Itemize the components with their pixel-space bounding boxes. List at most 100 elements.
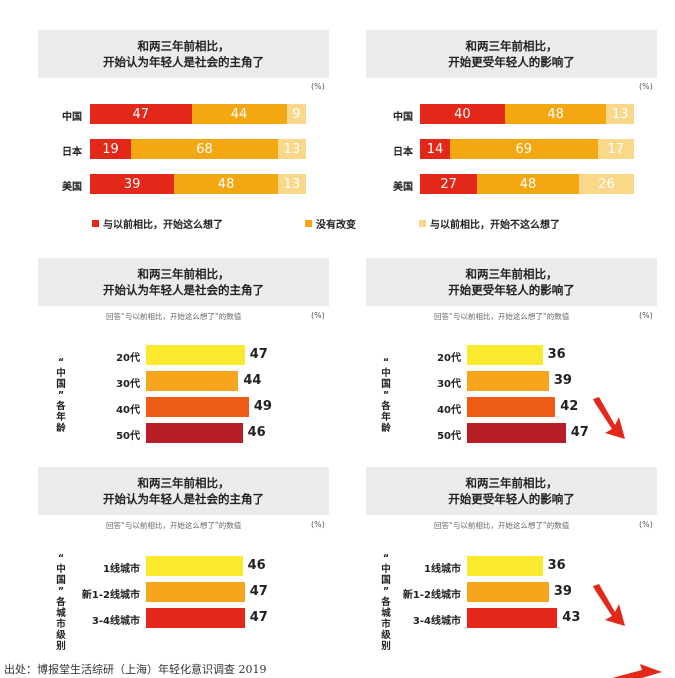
group-label-char: 别 — [56, 641, 66, 652]
legend-swatch — [419, 220, 426, 227]
bar-value: 47 — [249, 610, 268, 625]
bar-segment: 69 — [449, 139, 598, 159]
group-label-char: 市 — [381, 619, 391, 630]
bar — [467, 582, 549, 602]
bar-segment: 68 — [131, 139, 278, 159]
group-label-char: ” — [382, 586, 390, 597]
trend-arrow-icon — [593, 397, 625, 439]
group-label-char: 中 — [56, 368, 66, 379]
bar — [146, 608, 245, 628]
row-label: 20代 — [437, 353, 461, 364]
chart-title-line: 和两三年前相比， — [137, 476, 230, 490]
group-label-char: 龄 — [56, 423, 66, 434]
row-label: 新1-2线城市 — [402, 590, 461, 601]
group-label-2: “中国” 各年龄 — [55, 357, 67, 434]
bar — [146, 556, 243, 576]
chart-title-2: 和两三年前相比， 开始认为年轻人是社会的主角了 — [38, 258, 329, 306]
chart-title-1: 和两三年前相比， 开始更受年轻人的影响了 — [366, 30, 657, 78]
bar — [146, 397, 249, 417]
row-label: 40代 — [437, 405, 461, 416]
legend-swatch — [305, 220, 312, 227]
group-label-char: 年 — [381, 412, 391, 423]
bar-value: 43 — [562, 610, 581, 625]
bar — [146, 371, 239, 391]
row-label: 3-4线城市 — [412, 616, 461, 627]
bar-value: 39 — [553, 584, 572, 599]
chart-title-0: 和两三年前相比， 开始认为年轻人是社会的主角了 — [38, 30, 329, 78]
bar-segment: 13 — [606, 104, 634, 124]
bar-value: 42 — [560, 399, 579, 414]
unit-label: (%) — [639, 311, 653, 320]
legend-item: 与以前相比，开始这么想了 — [92, 216, 223, 231]
chart-title-line: 开始更受年轻人的影响了 — [448, 283, 575, 297]
group-label-4: “中国” 各城市级别 — [55, 553, 67, 652]
trend-arrow-icon — [593, 584, 625, 626]
group-label-char: “ — [57, 553, 65, 564]
bar-segment: 14 — [420, 139, 450, 159]
trend-arrow-icon — [612, 664, 662, 678]
unit-label: (%) — [311, 82, 325, 91]
bar-value: 47 — [249, 584, 268, 599]
bar-value: 39 — [553, 373, 572, 388]
row-label: 1线城市 — [424, 564, 461, 575]
row-label: 1线城市 — [103, 564, 140, 575]
bar-segment: 26 — [578, 174, 634, 194]
legend-text: 与以前相比，开始这么想了 — [103, 220, 223, 231]
bar-value: 49 — [253, 399, 272, 414]
bar — [467, 397, 556, 417]
unit-label: (%) — [311, 520, 325, 529]
legend-text: 与以前相比，开始不这么想了 — [430, 220, 560, 231]
group-label-char: ” — [57, 586, 65, 597]
bar-value: 46 — [247, 558, 266, 573]
row-label: 日本 — [62, 147, 82, 158]
bar-segment: 19 — [90, 139, 132, 159]
row-label: 日本 — [393, 147, 413, 158]
group-label-char: 中 — [56, 564, 66, 575]
chart-title-line: 和两三年前相比， — [137, 39, 230, 53]
row-label: 中国 — [393, 112, 413, 123]
note-label: 回答“与以前相比，开始这么想了”的数值 — [106, 312, 242, 321]
group-label-3: “中国” 各年龄 — [380, 357, 392, 434]
chart-title-line: 开始更受年轻人的影响了 — [448, 492, 575, 506]
unit-label: (%) — [639, 520, 653, 529]
chart-title-line: 和两三年前相比， — [137, 267, 230, 281]
note-label: 回答“与以前相比，开始这么想了”的数值 — [434, 312, 570, 321]
chart-title-line: 开始认为年轻人是社会的主角了 — [103, 55, 264, 69]
group-label-char: 市 — [56, 619, 66, 630]
bar-segment: 13 — [277, 174, 306, 194]
bar-segment: 44 — [191, 104, 287, 124]
bar — [467, 371, 549, 391]
row-label: 中国 — [62, 112, 82, 123]
bar-value: 47 — [249, 347, 268, 362]
group-label-char: 中 — [381, 564, 391, 575]
note-label: 回答“与以前相比，开始这么想了”的数值 — [106, 521, 242, 530]
legend-item: 与以前相比，开始不这么想了 — [419, 216, 560, 231]
chart-title-line: 和两三年前相比， — [465, 476, 558, 490]
group-label-char: 国 — [56, 379, 66, 390]
bar-value: 36 — [547, 558, 566, 573]
chart-title-3: 和两三年前相比， 开始更受年轻人的影响了 — [366, 258, 657, 306]
group-label-char: ” — [57, 390, 65, 401]
unit-label: (%) — [311, 311, 325, 320]
group-label-char: 各 — [381, 597, 391, 608]
group-label-char: “ — [382, 357, 390, 368]
row-label: 40代 — [116, 405, 140, 416]
bar-segment: 17 — [597, 139, 634, 159]
group-label-char: 城 — [56, 608, 66, 619]
group-label-char: “ — [382, 553, 390, 564]
bar — [467, 608, 558, 628]
bar — [467, 345, 543, 365]
group-label-char: 国 — [56, 575, 66, 586]
bar-segment: 40 — [420, 104, 505, 124]
row-label: 20代 — [116, 353, 140, 364]
group-label-char: ” — [382, 390, 390, 401]
group-label-char: 级 — [381, 630, 391, 641]
source-note: 出处：博报堂生活综研（上海）年轻化意识调查 2019 — [4, 663, 267, 676]
unit-label: (%) — [639, 82, 653, 91]
bar-segment: 48 — [477, 174, 579, 194]
group-label-char: 各 — [56, 597, 66, 608]
bar-segment: 27 — [420, 174, 478, 194]
row-label: 3-4线城市 — [91, 616, 140, 627]
group-label-char: 各 — [56, 401, 66, 412]
chart-title-line: 开始认为年轻人是社会的主角了 — [103, 492, 264, 506]
